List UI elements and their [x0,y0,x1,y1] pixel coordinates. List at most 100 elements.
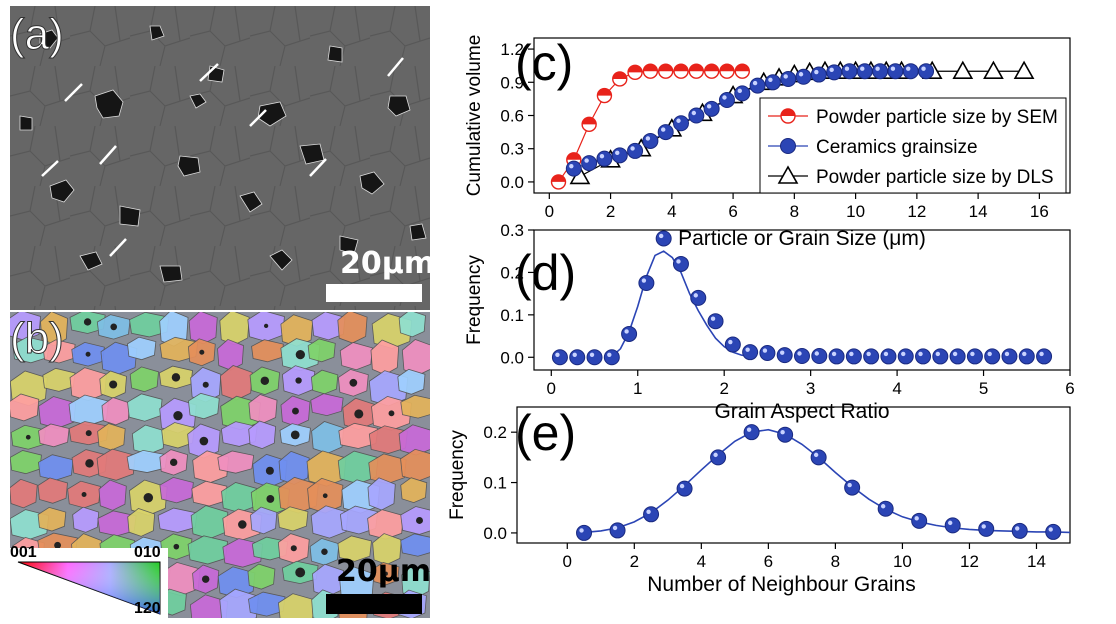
y-tick-label: 0.9 [500,73,524,92]
sem-point-fill [674,64,689,72]
ceramics-point-highlight [814,69,819,75]
ebsd-pore [109,380,118,389]
data-point [724,336,741,353]
data-point-highlight [746,427,752,432]
data-point-highlight [935,351,941,357]
data-point-highlight [831,351,837,357]
dls-point [952,60,974,80]
ebsd-pore [266,495,275,503]
x-tick-label: 8 [790,202,799,221]
data-point-highlight [762,348,768,353]
x-tick-label: 12 [907,202,926,221]
ipf-label-010: 010 [134,544,161,561]
ceramics-point-highlight [906,66,911,71]
data-point-highlight [679,483,685,489]
ebsd-pore [290,545,297,552]
ceramics-point [841,63,858,80]
data-point-highlight [1004,351,1010,357]
ebsd-grain [219,588,259,618]
y-tick-label: 0.2 [500,263,524,282]
ipf-triangle-icon [17,561,161,615]
data-point [776,347,793,364]
y-axis-label: Frequency [447,430,468,520]
data-point-highlight [866,351,871,357]
ceramics-point-highlight [783,74,788,79]
ebsd-pore [265,466,274,475]
data-point-highlight [646,509,651,514]
ebsd-grain [127,336,157,361]
ceramics-point [611,147,628,164]
ceramics-point [795,68,812,85]
data-point-highlight [797,351,802,356]
ceramics-point-highlight [768,77,773,82]
ebsd-grain [367,509,404,540]
ebsd-pore [85,430,92,437]
ceramics-point [764,74,781,91]
ceramics-point-highlight [691,110,697,116]
y-tick-label: 0.0 [500,348,524,367]
ebsd-grain [101,397,131,426]
ebsd-pore [169,458,178,467]
data-point-highlight [970,351,975,357]
legend-marker-dls [777,165,799,184]
data-point-highlight [624,329,629,334]
ebsd-grain [250,506,278,535]
scale-bar-b [326,594,422,614]
y-axis-label: Frequency [464,255,485,345]
data-point-highlight [918,351,923,357]
x-axis-label: Particle or Grain Size (μm) [678,227,926,250]
data-point-highlight [676,259,681,264]
ebsd-pore [349,378,358,387]
data-point [863,348,880,365]
data-point-highlight [814,351,819,356]
data-point-highlight [1015,526,1020,531]
plot-frame [533,229,1071,371]
sem-point-fill [658,64,673,72]
ipf-color-key: 001 010 120 [10,544,168,618]
sem-micrograph: (a) 20μm [10,6,430,310]
x-tick-label: 5 [979,379,988,398]
x-tick-label: 4 [892,379,901,398]
x-tick-label: 0 [547,379,556,398]
data-point [811,348,828,364]
sem-point-fill [735,64,750,72]
y-tick-label: 0.0 [500,173,524,192]
sem-point-fill [551,174,566,182]
ebsd-pore [199,436,209,446]
ebsd-pore [54,541,61,549]
data-point [569,349,586,366]
ebsd-pore [238,520,247,529]
ebsd-grain [398,312,426,338]
ebsd-grain [159,476,194,504]
ebsd-grain [400,448,430,482]
ebsd-pore [173,410,183,421]
sem-point-fill [582,117,597,125]
ceramics-point-highlight [844,66,850,71]
data-point-highlight [589,352,595,357]
data-point [978,520,995,537]
x-tick-label: 14 [969,202,988,221]
data-point [911,512,928,529]
ebsd-grain [278,450,310,485]
ceramics-point-highlight [645,136,651,141]
ceramics-point-highlight [798,72,804,77]
data-point [672,255,689,272]
x-tick-label: 10 [893,552,912,571]
ceramics-point-highlight [584,158,589,163]
ebsd-grain [129,366,159,393]
data-point [844,479,861,496]
ceramics-point [673,115,690,132]
ebsd-pore [171,373,181,382]
legend-label: Powder particle size by SEM [816,107,1058,128]
ebsd-grain [277,506,309,532]
ebsd-grain [10,478,38,509]
x-tick-label: 4 [697,552,706,571]
data-point-highlight [952,351,958,357]
chart-c: 0 2 4 6 8 10 12 14 16 0.0 0.3 0.6 0.9 1.2 Particle or … [464,35,1071,250]
data-point-highlight [579,528,584,533]
data-point [932,348,949,365]
panel-label-b: (b) [10,314,64,364]
sem-point-fill [566,152,581,160]
data-point [1011,522,1028,539]
data-point-highlight [710,316,716,321]
